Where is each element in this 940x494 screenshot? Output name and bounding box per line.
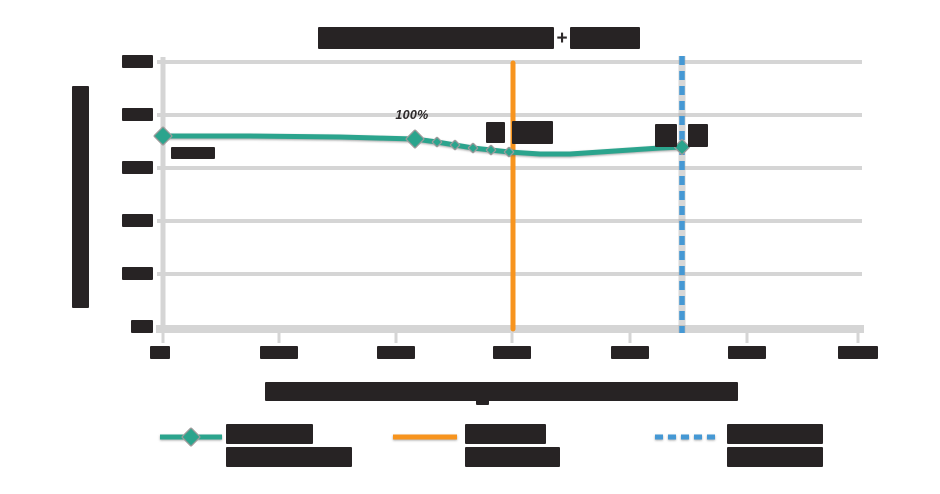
series-marker-diamond [405,129,425,149]
y-tick-label-redacted [122,214,153,227]
x-tick-label-redacted [838,346,878,359]
x-tick-label-redacted [728,346,766,359]
series-marker-diamond [673,138,691,156]
legend-entry-1-text-redacted [226,447,352,467]
title-separator: + [556,28,568,49]
y-tick-label-redacted [122,55,153,68]
series-marker-diamond [503,146,515,158]
y-tick-label-redacted [122,267,153,280]
x-tick-label-redacted [150,346,170,359]
x-axis-title-block-redacted [265,382,738,401]
series-marker-diamond [431,136,443,148]
y-tick-label-redacted [131,320,153,333]
title-block-right-redacted [570,27,640,49]
blue-line-label-right-redacted [688,124,708,147]
orange-line-label-right-redacted [512,121,553,144]
blue-line-label-left-redacted [655,124,677,147]
series-marker-diamond [485,144,497,156]
y-tick-label-redacted [122,108,153,121]
series-marker-diamond [449,139,461,151]
legend-entry-1-text-redacted [226,424,313,444]
series-marker-diamond [153,126,173,146]
orange-line-label-left-redacted [486,122,505,143]
x-tick-label-redacted [611,346,649,359]
x-axis-title-descender-redacted [476,400,489,405]
x-tick-label-redacted [260,346,298,359]
title-block-left-redacted [318,27,554,49]
legend-entry-2-text-redacted [465,424,546,444]
y-tick-label-redacted [122,161,153,174]
x-tick-label-redacted [377,346,415,359]
series-data-label-100pct: 100% [395,108,429,122]
series-start-label-redacted [171,147,215,159]
legend-entry-3-text-redacted [727,424,823,444]
legend-entry-2-text-redacted [465,447,560,467]
legend-marker-diamond [181,427,201,447]
legend-entry-3-text-redacted [727,447,823,467]
series-marker-diamond [467,142,479,154]
y-axis-title-block-redacted [72,86,89,308]
x-tick-label-redacted [493,346,531,359]
